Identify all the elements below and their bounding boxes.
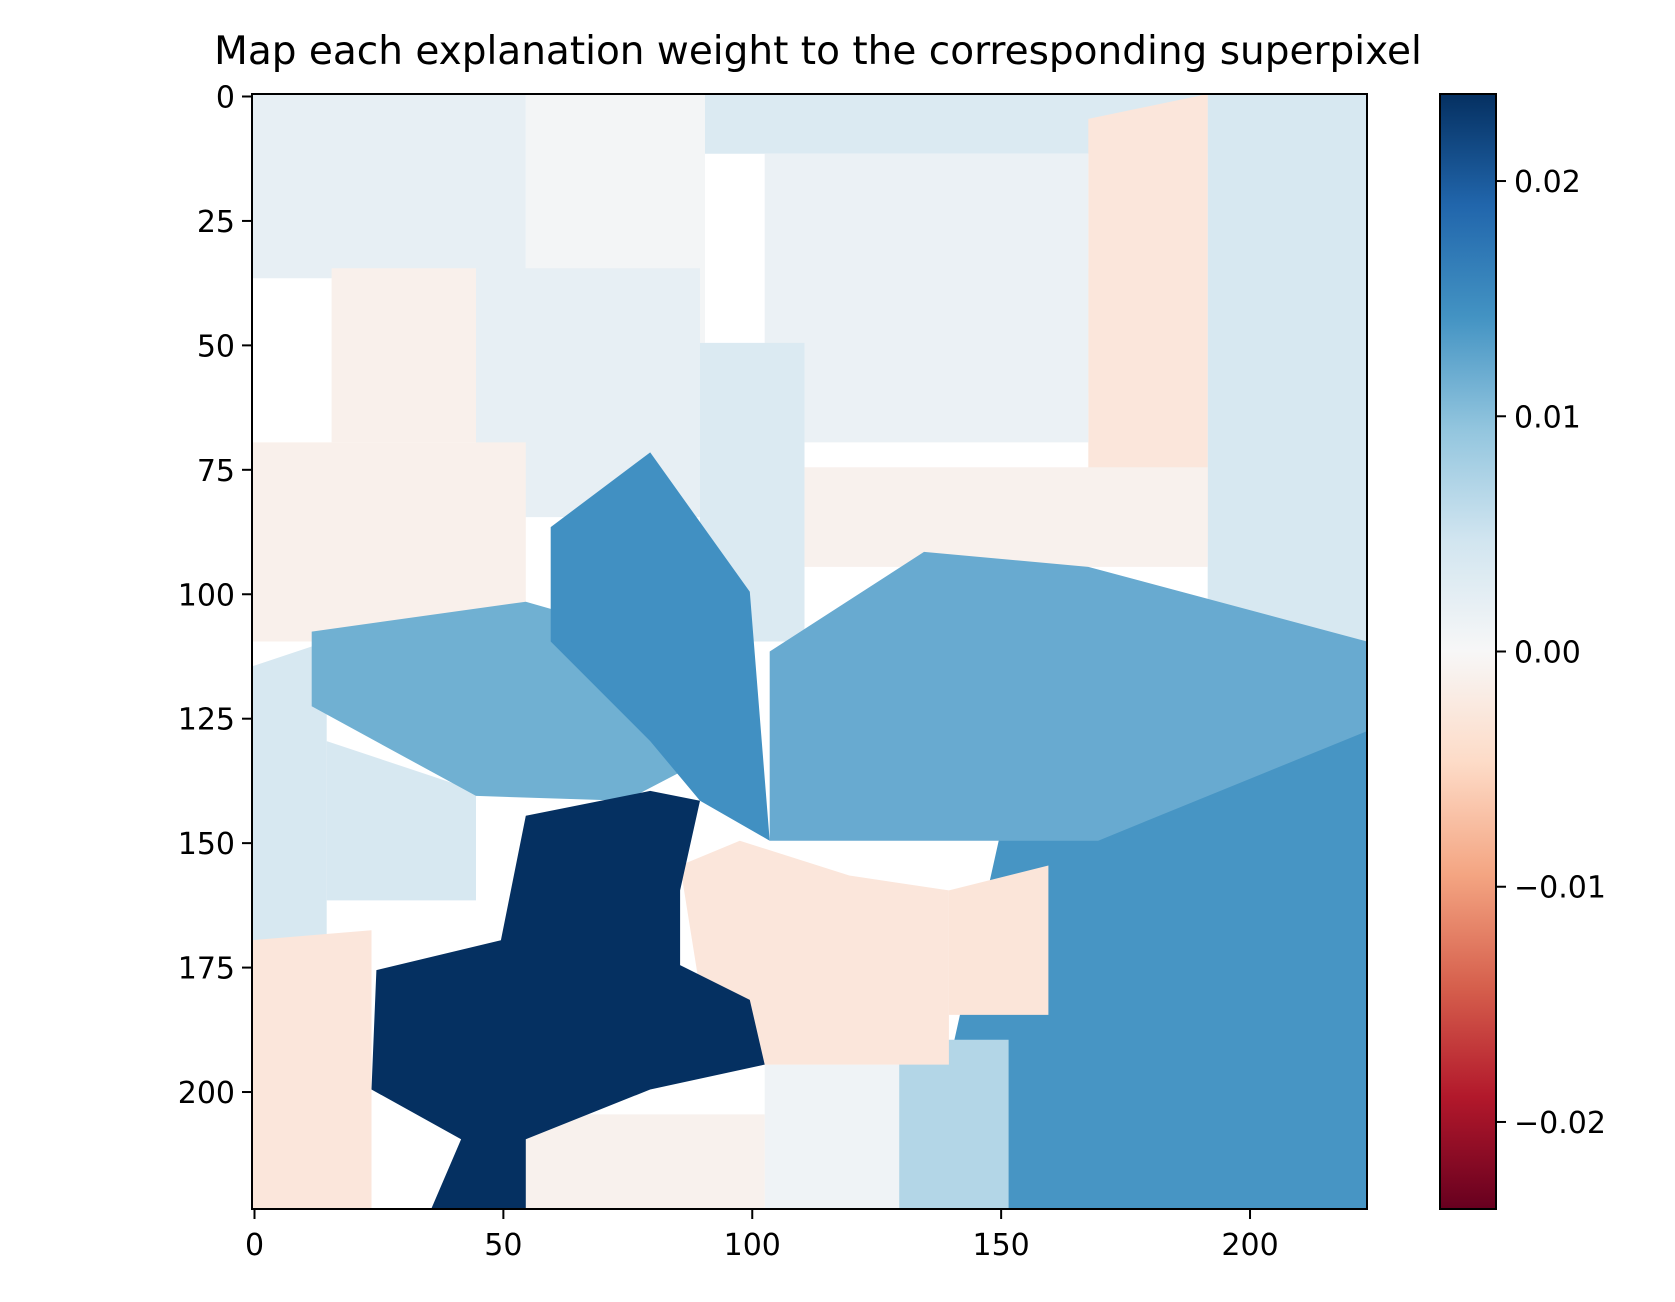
superpixel-region-23 — [948, 865, 1049, 1015]
x-tick-label: 200 — [1221, 1228, 1278, 1263]
superpixel-region-12 — [252, 641, 327, 966]
colorbar-tick-label: 0.02 — [1514, 165, 1581, 200]
colorbar-tick-label: 0.00 — [1514, 636, 1581, 671]
x-axis: 0 50 100 150 200 — [245, 1209, 1279, 1263]
x-tick-label: 150 — [973, 1228, 1030, 1263]
superpixel-region-10 — [252, 442, 526, 642]
y-tick-label: 175 — [178, 952, 235, 987]
y-tick-label: 50 — [197, 329, 235, 364]
superpixel-region-20 — [525, 1114, 765, 1209]
superpixel-region-9 — [476, 268, 700, 518]
y-tick-label: 150 — [178, 827, 235, 862]
superpixel-region-11 — [331, 268, 476, 443]
heatmap-image — [252, 94, 1367, 1209]
y-tick-label: 75 — [197, 454, 235, 489]
superpixel-region-6 — [764, 153, 1089, 443]
x-tick-label: 100 — [724, 1228, 781, 1263]
y-axis: 0 25 50 75 100 125 150 175 200 — [178, 80, 252, 1111]
colorbar-tick-label: −0.01 — [1514, 871, 1606, 906]
y-tick-label: 200 — [178, 1076, 235, 1111]
superpixel-region-4 — [1088, 94, 1208, 542]
superpixel-region-18 — [899, 1039, 1009, 1209]
y-tick-label: 125 — [178, 703, 235, 738]
superpixel-region-0 — [252, 94, 526, 279]
colorbar-tick-label: 0.01 — [1514, 400, 1581, 435]
x-tick-label: 0 — [245, 1228, 264, 1263]
superpixel-region-21 — [252, 930, 372, 1209]
superpixel-region-13 — [326, 741, 476, 901]
x-tick-label: 50 — [484, 1228, 522, 1263]
superpixel-region-2 — [705, 94, 1208, 154]
colorbar-axis: 0.02 0.01 0.00 −0.01 −0.02 — [1496, 165, 1606, 1141]
plot-frame — [251, 93, 1368, 1210]
superpixel-region-24 — [371, 790, 765, 1209]
colorbar-tick-label: −0.02 — [1514, 1106, 1606, 1141]
superpixel-region-17 — [948, 731, 1367, 1209]
superpixel-region-19 — [764, 1064, 900, 1209]
y-tick-label: 0 — [216, 80, 235, 115]
superpixel-region-7 — [804, 467, 1208, 567]
chart-title: Map each explanation weight to the corre… — [214, 29, 1422, 74]
y-tick-label: 25 — [197, 205, 235, 240]
superpixel-region-15 — [550, 452, 770, 841]
y-tick-label: 100 — [178, 578, 235, 613]
superpixel-region-3 — [1207, 94, 1367, 667]
colorbar — [1439, 93, 1497, 1210]
